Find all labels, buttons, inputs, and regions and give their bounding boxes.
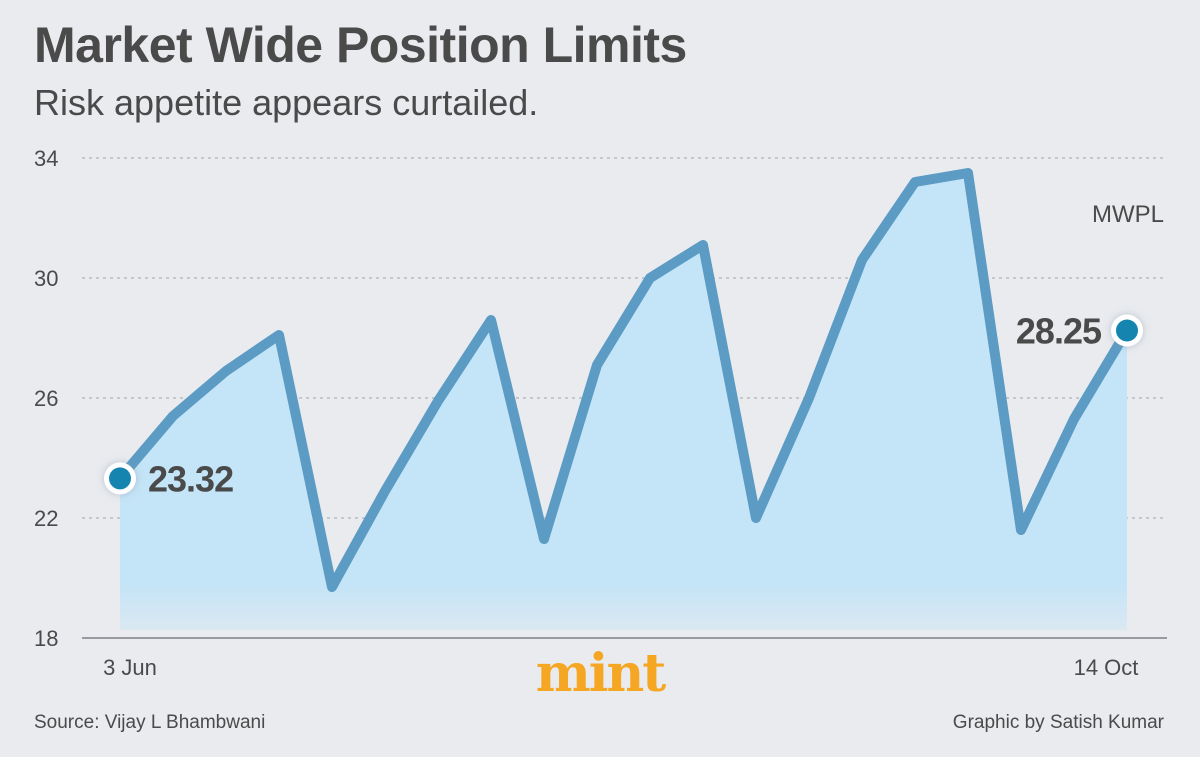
data-point: [221, 366, 231, 376]
endpoint-marker: [109, 467, 131, 490]
y-tick-label: 22: [34, 506, 58, 531]
data-label: 23.32: [148, 458, 233, 499]
x-tick-label: 14 Oct: [1074, 655, 1139, 680]
data-point: [804, 393, 814, 403]
chart-title: Market Wide Position Limits: [34, 17, 687, 73]
endpoint-marker: [1116, 319, 1138, 342]
graphic-credit: Graphic by Satish Kumar: [952, 712, 1164, 733]
data-point: [168, 411, 178, 421]
y-tick-label: 34: [34, 146, 58, 171]
source-note: Source: Vijay L Bhambwani: [34, 712, 266, 733]
data-point: [1016, 525, 1026, 535]
data-point: [645, 273, 655, 283]
series-label: MWPL: [1092, 201, 1164, 228]
series-line-mwpl: [115, 168, 1132, 592]
data-point: [857, 255, 867, 265]
data-point: [433, 396, 443, 406]
y-tick-label: 26: [34, 386, 58, 411]
data-point: [751, 513, 761, 523]
chart-subtitle: Risk appetite appears curtailed.: [34, 82, 539, 123]
data-point: [910, 177, 920, 187]
data-point: [698, 240, 708, 250]
data-point: [1069, 414, 1079, 424]
data-point: [327, 582, 337, 592]
data-point: [486, 315, 496, 325]
y-tick-label: 18: [34, 626, 58, 651]
data-point: [380, 486, 390, 496]
data-point: [274, 330, 284, 340]
data-point: [963, 168, 973, 178]
x-tick-label: 3 Jun: [103, 655, 157, 680]
data-point: [592, 360, 602, 370]
data-label: 28.25: [1016, 311, 1102, 352]
mint-logo: mint: [535, 643, 667, 704]
y-tick-label: 30: [34, 266, 58, 291]
data-point: [539, 534, 549, 544]
